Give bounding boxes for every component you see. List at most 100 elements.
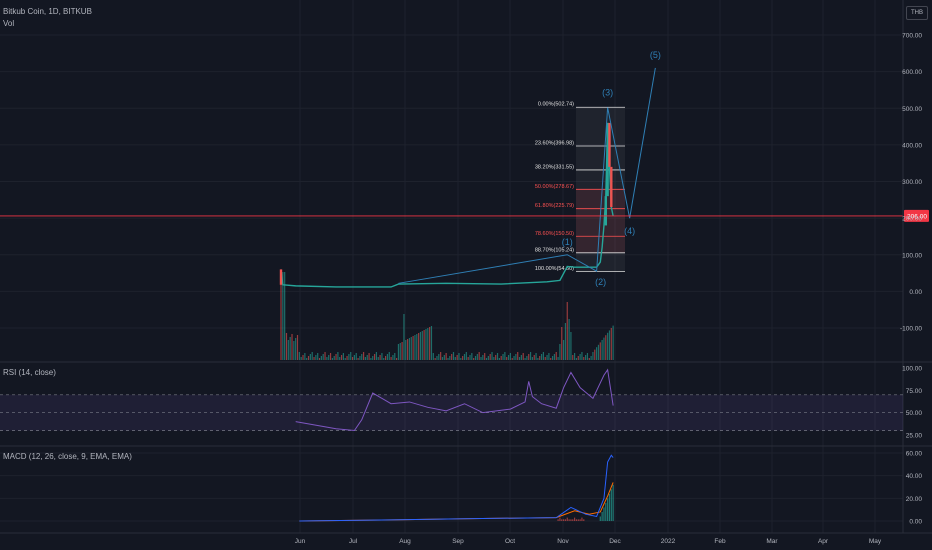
volume-bar (513, 356, 515, 360)
volume-bar (531, 357, 533, 360)
volume-bar (307, 356, 310, 360)
volume-bar (300, 357, 302, 360)
volume-bar (447, 358, 449, 360)
volume-bar (438, 354, 440, 360)
macd-histogram-bar (561, 519, 563, 521)
volume-bar (346, 356, 348, 360)
macd-histogram-bar (599, 516, 601, 521)
volume-bar (489, 354, 491, 360)
volume-bar (306, 358, 308, 360)
volume-bar (440, 352, 442, 360)
volume-bar (445, 353, 447, 360)
time-tick-label: Nov (557, 538, 569, 545)
candle-body (279, 269, 283, 285)
volume-bar (572, 355, 574, 360)
volume-bar (351, 357, 354, 360)
currency-badge[interactable]: THB (906, 6, 928, 20)
volume-bar (401, 342, 403, 360)
volume-bar (317, 353, 319, 360)
volume-bar (484, 353, 486, 360)
volume-bar (550, 358, 552, 360)
fib-red-band (576, 189, 625, 253)
rsi-indicator (0, 368, 903, 432)
rsi-tick-label: 50.00 (906, 410, 923, 417)
volume-bar (579, 354, 581, 360)
macd-histogram-bar (612, 484, 614, 521)
time-tick-label: Feb (714, 538, 726, 545)
elliott-wave-drawing[interactable]: (1) (2) (3) (4) (5) (398, 50, 661, 287)
volume-bar (480, 357, 482, 360)
volume-bar (377, 357, 379, 360)
volume-bar (596, 347, 598, 360)
volume-bar (529, 352, 532, 360)
volume-bar (539, 356, 541, 360)
volume-bar (570, 332, 572, 360)
volume-bar (362, 352, 365, 360)
volume-bar (594, 349, 596, 360)
volume-bar (342, 353, 344, 360)
volume-bar (557, 357, 559, 360)
volume-bar (430, 326, 433, 360)
macd-tick-label: 0.00 (909, 519, 922, 526)
volume-bar (434, 358, 436, 360)
volume-bar (507, 355, 510, 360)
volume-bar (333, 356, 335, 360)
volume-bar (370, 358, 372, 360)
volume-label: Vol (3, 19, 15, 28)
volume-bar (456, 355, 458, 360)
macd-histogram-bar (568, 519, 570, 521)
volume-bar (482, 355, 484, 360)
last-price-value: 206.00 (907, 213, 927, 220)
volume-bar (476, 354, 478, 360)
volume-bar (559, 344, 561, 360)
symbol-title[interactable]: Bitkub Coin, 1D, BITKUB (3, 7, 92, 16)
volume-bar (443, 355, 445, 360)
volume-bar (495, 355, 497, 360)
volume-bar (335, 354, 337, 360)
volume-bar (518, 357, 521, 360)
volume-bar (427, 328, 429, 360)
volume-bar (364, 357, 367, 360)
wave-label: (5) (650, 50, 661, 60)
time-tick-label: Dec (609, 538, 621, 545)
volume-bar (607, 332, 609, 360)
fib-level-label: 23.60%(396.98) (535, 140, 574, 146)
fibonacci-retracement[interactable]: 0.00%(502.74) 23.60%(396.98) 38.20%(331.55… (535, 102, 625, 272)
price-series (279, 122, 614, 288)
volume-bar (353, 355, 355, 360)
volume-bar (610, 328, 612, 360)
price-tick-label: 200.00 (902, 216, 922, 223)
time-axis[interactable]: Jun Jul Aug Sep Oct Nov Dec 2022 Feb Mar Apr May (295, 538, 882, 545)
macd-histogram-bar (603, 507, 605, 521)
volume-bar (465, 352, 467, 360)
volume-bar (597, 344, 600, 360)
volume-bar (544, 357, 546, 360)
macd-histogram-bar (575, 519, 578, 521)
volume-bar (381, 353, 383, 360)
volume-bar (474, 356, 477, 360)
wave-label: (2) (595, 277, 606, 287)
volume-bar (605, 335, 607, 360)
macd-tick-label: 60.00 (906, 451, 923, 458)
volume-bar (460, 358, 462, 360)
time-tick-label: 2022 (661, 538, 676, 545)
volume-bar (408, 338, 411, 360)
volume-bar (311, 352, 313, 360)
volume-bar (599, 342, 601, 360)
volume-bar (318, 358, 321, 360)
fib-level-label: 100.00%(54.60) (535, 266, 574, 272)
macd-label[interactable]: MACD (12, 26, close, 9, EMA, EMA) (3, 452, 132, 461)
price-axis[interactable]: 700.00 600.00 500.00 400.00 300.00 200.00 100.… (900, 33, 922, 526)
volume-bar (388, 352, 390, 360)
volume-bar (296, 335, 299, 360)
rsi-label[interactable]: RSI (14, close) (3, 368, 56, 377)
volume-bar (568, 319, 570, 360)
volume-bar (504, 352, 506, 360)
rsi-tick-label: 25.00 (906, 433, 923, 440)
volume-bar (284, 272, 286, 360)
volume-bar (526, 356, 528, 360)
volume-bar (485, 358, 488, 360)
fib-level-label: 78.60%(150.50) (535, 231, 574, 237)
volume-bar (603, 337, 605, 360)
